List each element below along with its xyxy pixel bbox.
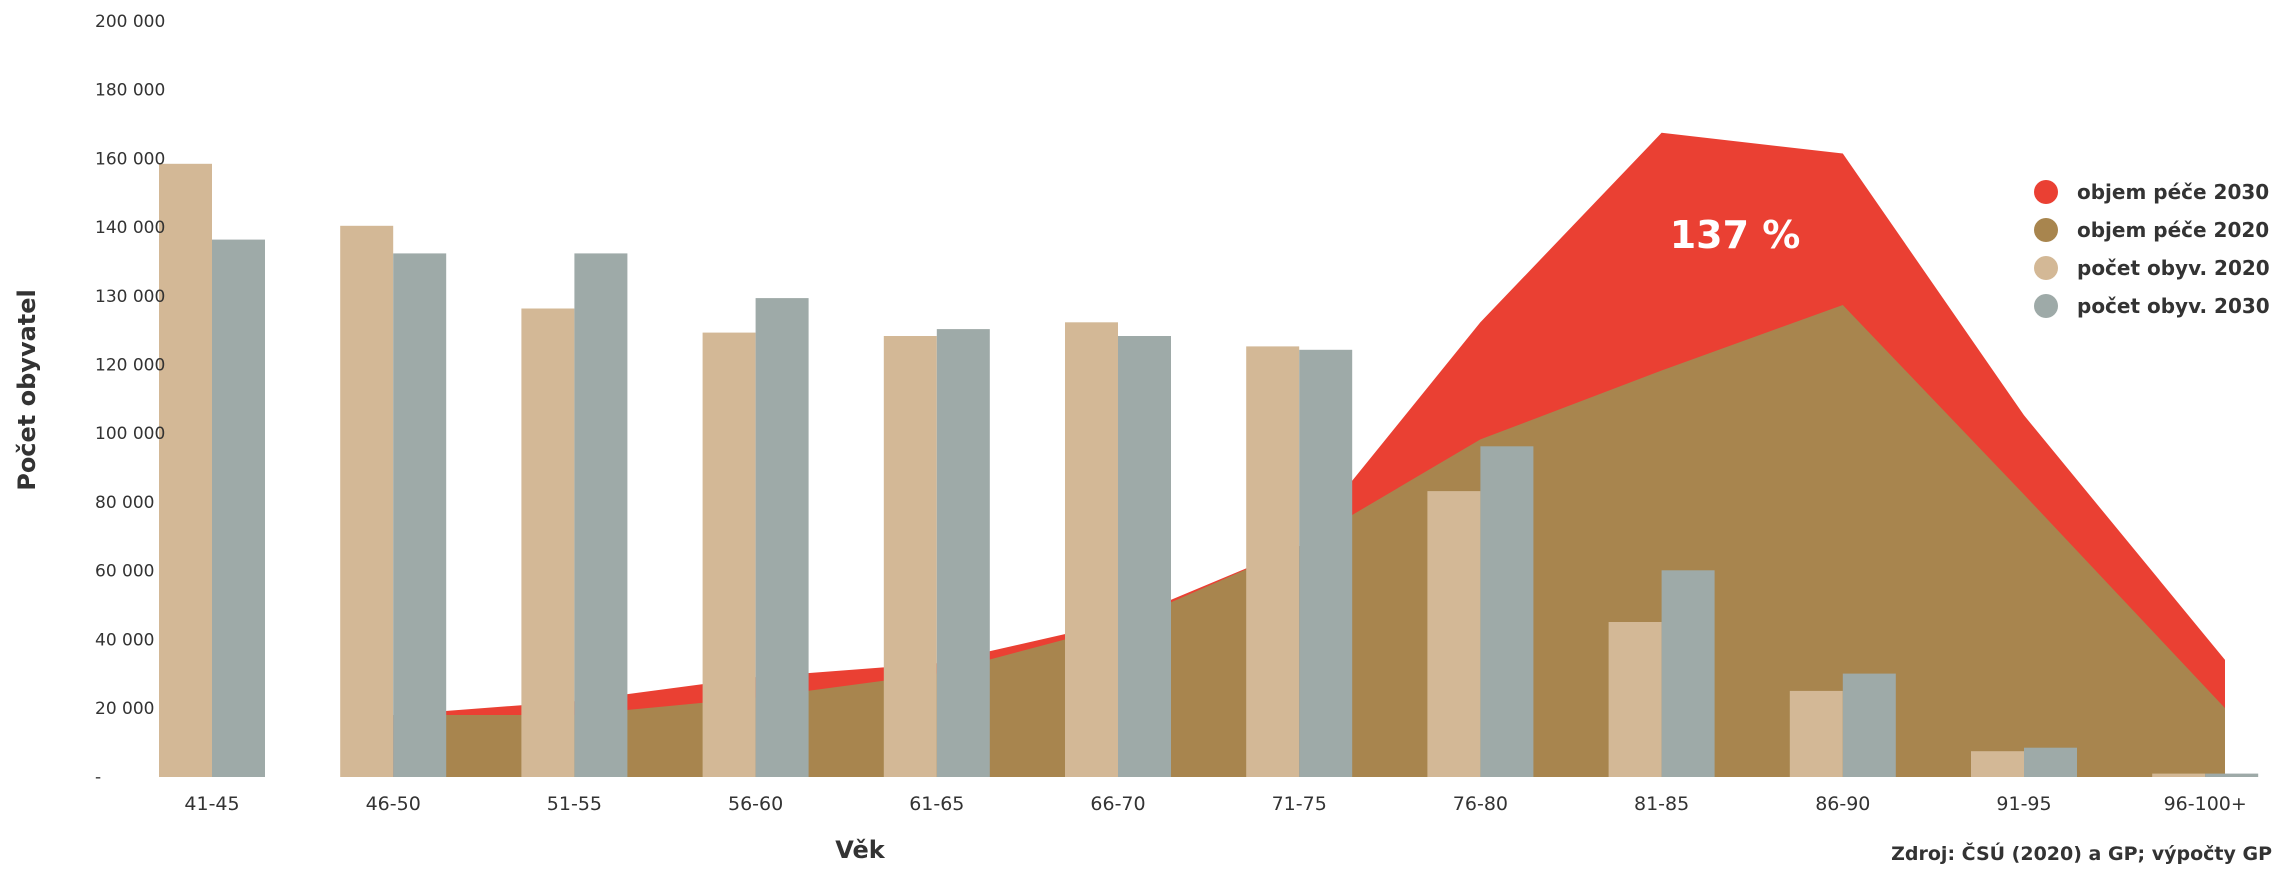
- bar-2030: [1299, 349, 1353, 777]
- bar-2020: [702, 332, 756, 777]
- x-tick-label: 46-50: [366, 793, 421, 815]
- y-tick-label: 40 000: [95, 630, 154, 650]
- x-tick-label: 91-95: [1996, 793, 2051, 815]
- y-tick-label: 130 000: [95, 287, 165, 307]
- y-tick-label: 120 000: [95, 356, 165, 376]
- bar-2020: [1608, 622, 1662, 777]
- bar-2030: [2205, 773, 2259, 777]
- source-note: Zdroj: ČSÚ (2020) a GP; výpočty GP: [1891, 841, 2272, 865]
- bar-2030: [936, 329, 990, 777]
- x-tick-label: 51-55: [547, 793, 602, 815]
- legend-swatch: [2034, 180, 2058, 204]
- legend-item: počet obyv. 2030: [2034, 294, 2270, 318]
- x-tick-label: 61-65: [909, 793, 964, 815]
- bar-2020: [883, 336, 937, 777]
- bar-2020: [1971, 751, 2024, 777]
- y-axis-title: Počet obyvatel: [13, 289, 41, 491]
- legend-item: objem péče 2020: [2034, 218, 2269, 242]
- bar-2030: [1842, 673, 1896, 777]
- bar-2030: [755, 298, 809, 777]
- bar-2030: [574, 253, 628, 777]
- y-tick-label: 60 000: [95, 562, 154, 582]
- legend-label: počet obyv. 2020: [2077, 256, 2270, 280]
- legend-item: počet obyv. 2020: [2034, 256, 2270, 280]
- legend-label: objem péče 2030: [2077, 180, 2269, 204]
- legend-swatch: [2034, 294, 2058, 318]
- bar-2020: [340, 225, 394, 778]
- y-tick-label: 160 000: [95, 149, 165, 169]
- legend-swatch: [2034, 256, 2058, 280]
- y-axis-ticks: 200 000 180 000 160 000 140 000 130 000 120 0…: [95, 12, 165, 788]
- y-tick-label: 100 000: [95, 424, 165, 444]
- y-tick-label: 140 000: [95, 218, 165, 238]
- bar-2030: [1480, 446, 1534, 777]
- x-tick-label: 81-85: [1634, 793, 1689, 815]
- legend-label: počet obyv. 2030: [2077, 294, 2270, 318]
- x-tick-label: 41-45: [184, 793, 239, 815]
- y-tick-label: 180 000: [95, 81, 165, 101]
- bar-2020: [1065, 322, 1118, 777]
- legend-label: objem péče 2020: [2077, 218, 2269, 242]
- bar-2020: [521, 308, 575, 777]
- population-bars: [159, 163, 2259, 778]
- x-tick-label: 96-100+: [2164, 793, 2247, 815]
- bar-2020: [1246, 346, 1300, 777]
- x-tick-label: 71-75: [1272, 793, 1327, 815]
- y-tick-label: -: [95, 768, 101, 788]
- x-axis-ticks: 41-45 46-50 51-55 56-60 61-65 66-70 71-75 76-80…: [184, 793, 2246, 815]
- y-tick-label: 80 000: [95, 493, 154, 513]
- bar-2020: [1427, 491, 1481, 777]
- x-axis-title: Věk: [835, 836, 886, 864]
- x-tick-label: 76-80: [1453, 793, 1508, 815]
- bar-2030: [1661, 570, 1715, 777]
- legend-item: objem péče 2030: [2034, 180, 2269, 204]
- bar-2030: [212, 239, 265, 778]
- growth-annotation: 137 %: [1670, 213, 1801, 257]
- x-tick-label: 56-60: [728, 793, 783, 815]
- bar-2030: [2024, 747, 2077, 777]
- bar-2020: [1789, 690, 1843, 777]
- legend: objem péče 2030 objem péče 2020 počet obyv…: [2034, 180, 2270, 318]
- bar-2020: [2152, 773, 2206, 777]
- x-tick-label: 86-90: [1815, 793, 1870, 815]
- y-tick-label: 200 000: [95, 12, 165, 32]
- legend-swatch: [2034, 218, 2058, 242]
- x-tick-label: 66-70: [1090, 793, 1145, 815]
- y-tick-label: 20 000: [95, 699, 154, 719]
- bar-2030: [1118, 336, 1171, 777]
- bar-2020: [159, 163, 212, 778]
- bar-2030: [393, 253, 447, 777]
